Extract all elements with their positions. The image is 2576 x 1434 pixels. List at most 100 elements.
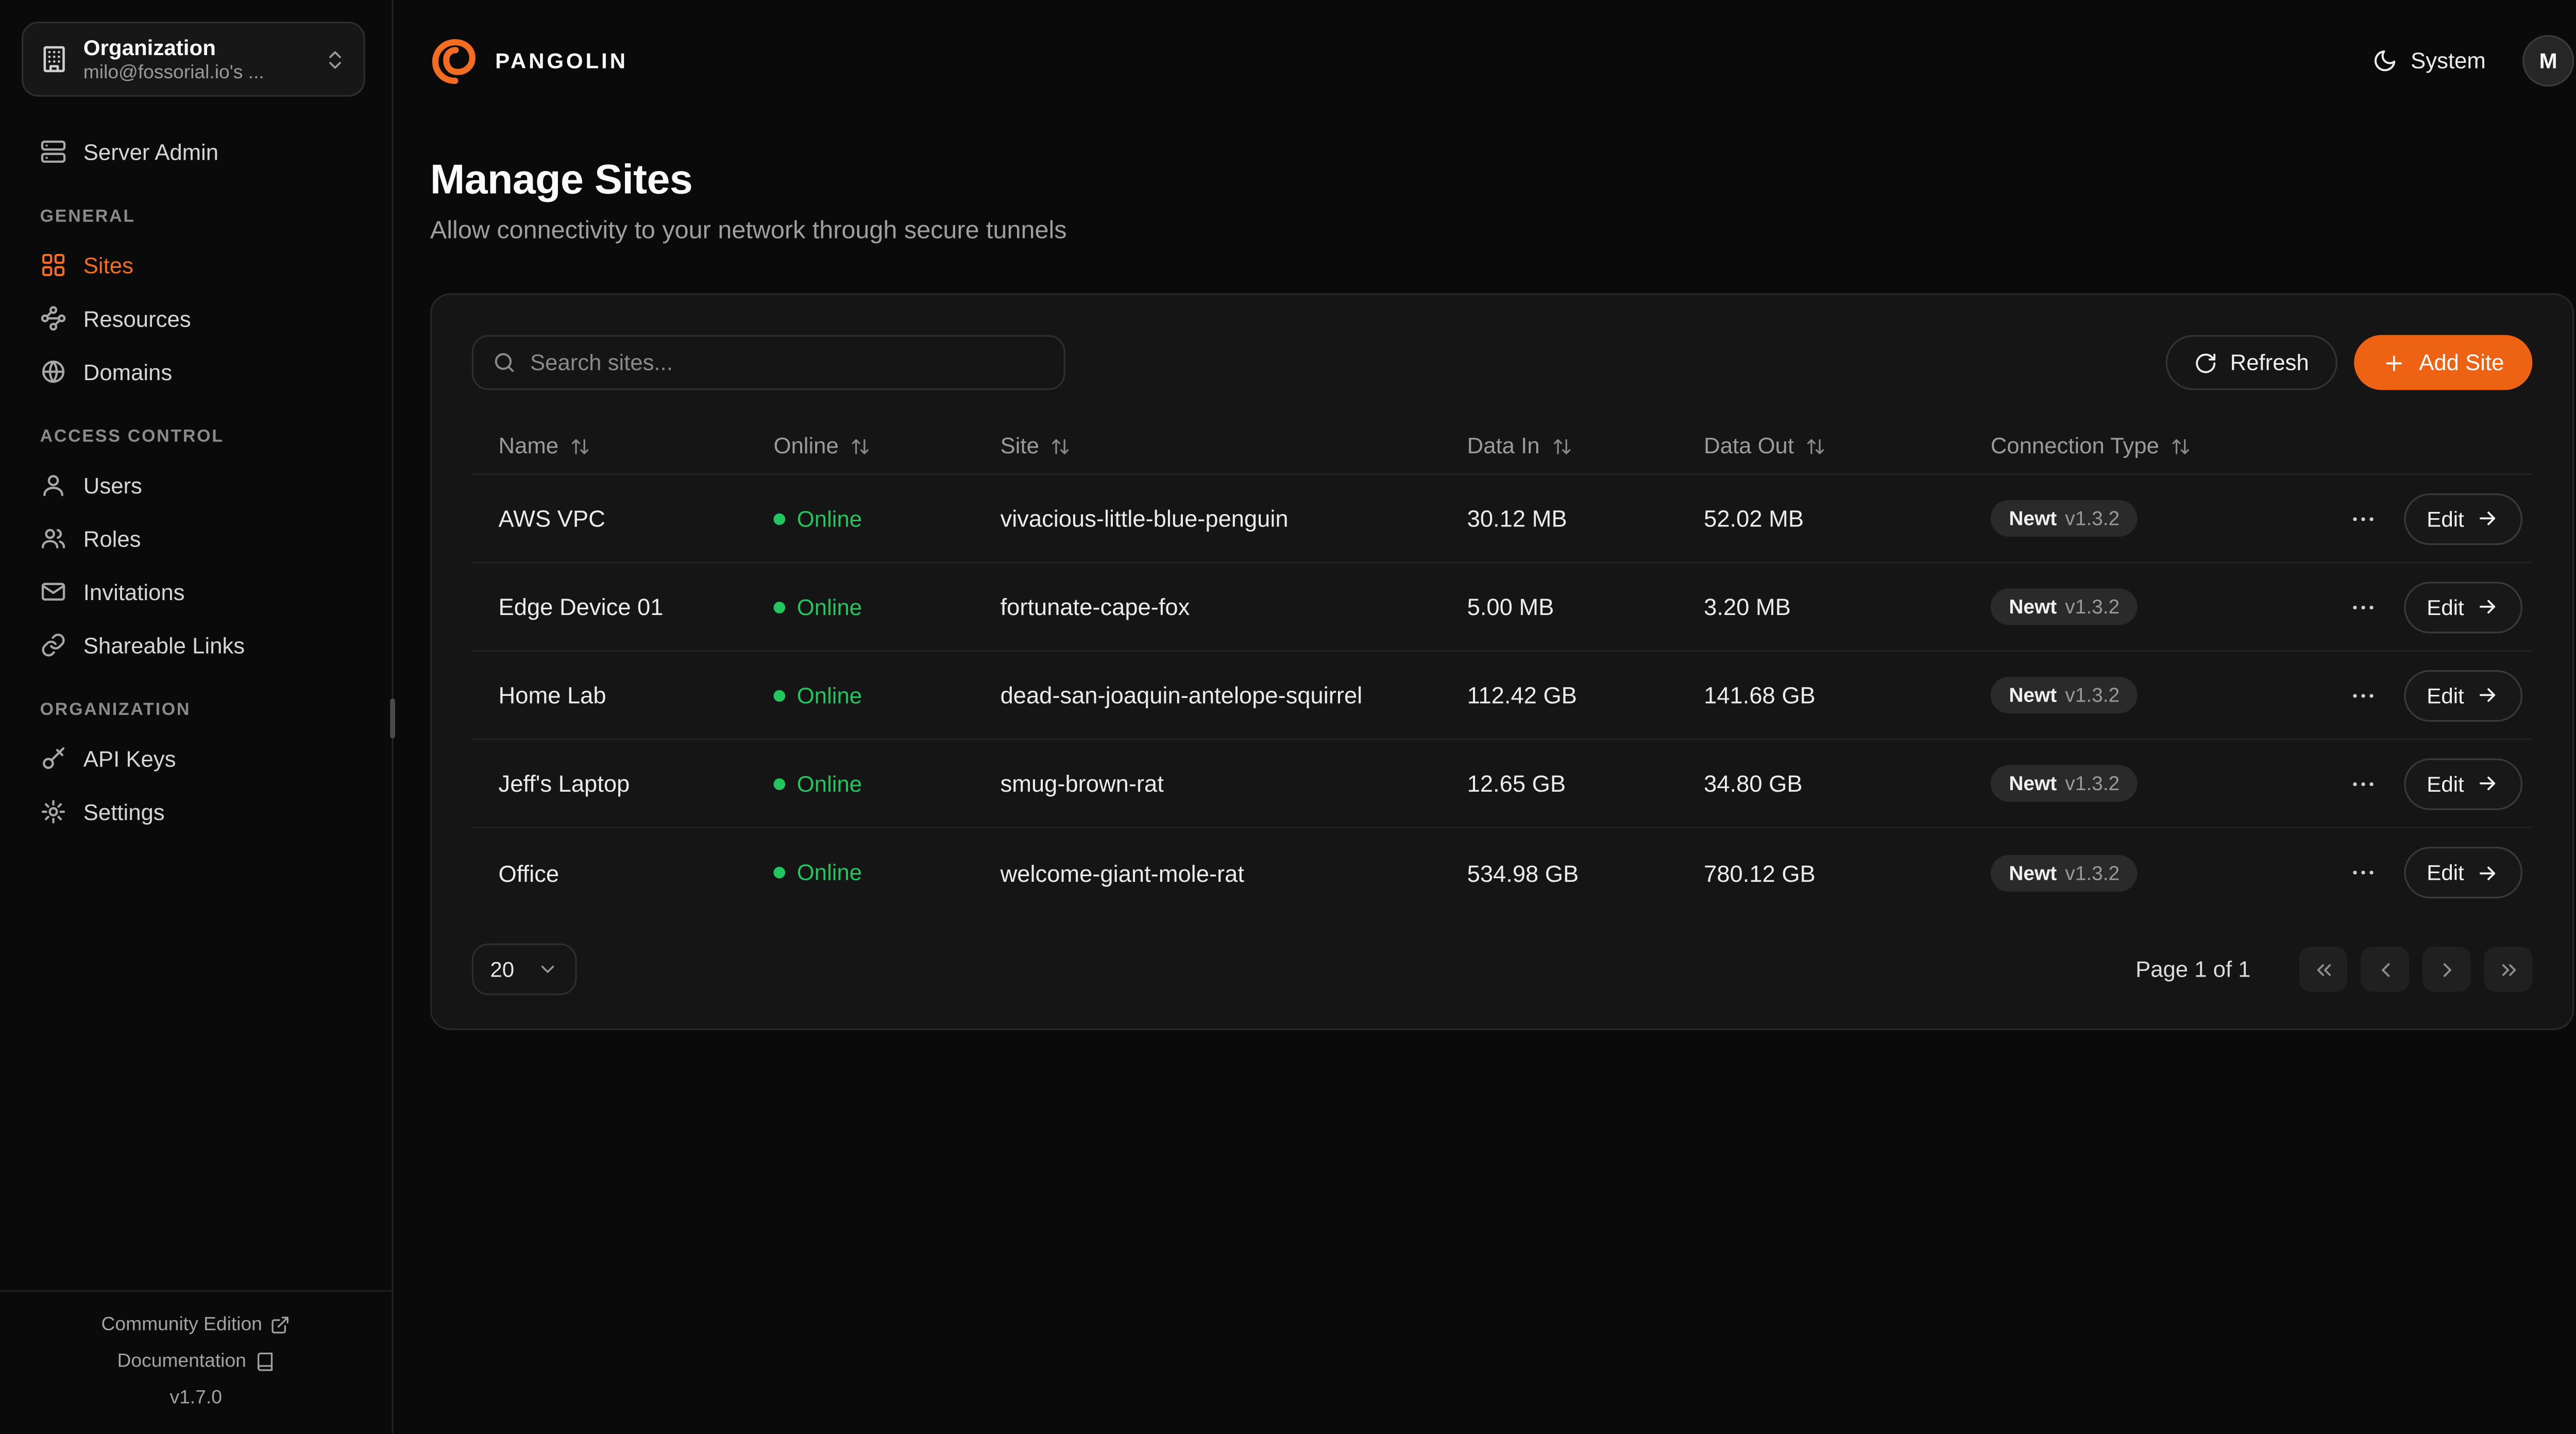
status-label: Online xyxy=(796,682,862,708)
row-menu-button[interactable] xyxy=(2348,769,2377,797)
edit-label: Edit xyxy=(2427,506,2464,531)
sidebar-item-resources[interactable]: Resources xyxy=(23,294,368,344)
site-slug: welcome-giant-mole-rat xyxy=(1000,859,1244,886)
column-header-connection-type[interactable]: Connection Type xyxy=(1964,433,2323,458)
edit-label: Edit xyxy=(2427,860,2464,885)
data-in-value: 5.00 MB xyxy=(1467,593,1554,620)
edit-label: Edit xyxy=(2427,682,2464,708)
edit-button[interactable]: Edit xyxy=(2403,492,2523,544)
status-label: Online xyxy=(796,860,862,885)
connection-version: v1.3.2 xyxy=(2065,683,2120,707)
sidebar-item-api-keys[interactable]: API Keys xyxy=(23,733,368,783)
refresh-button[interactable]: Refresh xyxy=(2165,335,2337,390)
connection-type-cell: Newt v1.3.2 xyxy=(1964,500,2323,537)
sidebar-item-shareable-links[interactable]: Shareable Links xyxy=(23,620,368,670)
documentation-link[interactable]: Documentation xyxy=(0,1344,392,1380)
add-site-button[interactable]: Add Site xyxy=(2354,335,2533,390)
org-switcher[interactable]: Organization milo@fossorial.io's ... xyxy=(22,22,365,97)
row-menu-button[interactable] xyxy=(2348,681,2377,709)
sidebar-item-invitations[interactable]: Invitations xyxy=(23,567,368,617)
column-header-name[interactable]: Name xyxy=(472,433,747,458)
connection-version: v1.3.2 xyxy=(2065,861,2120,884)
sidebar-item-users[interactable]: Users xyxy=(23,460,368,510)
connection-type-badge: Newt v1.3.2 xyxy=(1990,588,2138,625)
community-edition-link[interactable]: Community Edition xyxy=(0,1307,392,1344)
row-menu-button[interactable] xyxy=(2348,859,2377,887)
row-actions: Edit xyxy=(2323,581,2533,633)
theme-label: System xyxy=(2411,47,2486,73)
sidebar-item-settings[interactable]: Settings xyxy=(23,787,368,836)
chevron-right-icon xyxy=(2443,962,2451,976)
gear-icon xyxy=(41,800,65,824)
chevron-down-icon xyxy=(541,965,554,973)
users-icon xyxy=(41,528,65,549)
brand-home-link[interactable]: PANGOLIN xyxy=(430,35,628,85)
pangolin-logo-icon xyxy=(432,39,476,84)
avatar-initial: M xyxy=(2539,47,2557,73)
row-actions: Edit xyxy=(2323,492,2533,544)
connection-type-cell: Newt v1.3.2 xyxy=(1964,854,2323,891)
edit-button[interactable]: Edit xyxy=(2403,581,2523,633)
sidebar-item-label: Domains xyxy=(83,359,173,384)
add-site-label: Add Site xyxy=(2419,350,2504,375)
connection-name: Newt xyxy=(2009,595,2057,619)
page-status: Page 1 of 1 xyxy=(2136,957,2251,982)
column-header-data-in[interactable]: Data In xyxy=(1440,433,1677,458)
connection-type-cell: Newt v1.3.2 xyxy=(1964,676,2323,713)
column-label: Site xyxy=(1000,433,1039,458)
refresh-icon xyxy=(2195,352,2215,372)
row-menu-button[interactable] xyxy=(2348,504,2377,533)
data-in-value: 534.98 GB xyxy=(1467,859,1579,886)
column-header-online[interactable]: Online xyxy=(747,433,974,458)
sidebar-item-sites[interactable]: Sites xyxy=(23,240,368,290)
chevrons-right-icon xyxy=(2501,963,2515,976)
brand-name: PANGOLIN xyxy=(495,47,628,73)
sidebar-item-domains[interactable]: Domains xyxy=(23,347,368,397)
last-page-button[interactable] xyxy=(2484,947,2533,992)
avatar[interactable]: M xyxy=(2522,34,2574,86)
ellipsis-icon xyxy=(2352,693,2373,697)
site-name: Jeff's Laptop xyxy=(498,770,630,797)
sidebar: Organization milo@fossorial.io's ... Ser… xyxy=(0,0,395,1434)
sidebar-resize-handle[interactable] xyxy=(390,698,395,739)
edit-button[interactable]: Edit xyxy=(2403,846,2523,899)
book-icon xyxy=(257,1353,273,1372)
sidebar-item-roles[interactable]: Roles xyxy=(23,514,368,564)
search-input[interactable] xyxy=(471,335,1065,390)
arrow-right-icon xyxy=(2479,600,2496,614)
sidebar-item-server-admin[interactable]: Server Admin xyxy=(23,127,368,177)
chevron-left-icon xyxy=(2381,962,2389,976)
row-actions: Edit xyxy=(2323,669,2533,721)
ellipsis-icon xyxy=(2352,605,2373,609)
org-title: Organization xyxy=(83,34,216,59)
globe-icon xyxy=(42,361,65,383)
arrow-right-icon xyxy=(2479,511,2496,525)
waypoints-icon xyxy=(41,306,66,331)
edit-label: Edit xyxy=(2427,594,2464,620)
prev-page-button[interactable] xyxy=(2361,947,2409,992)
next-page-button[interactable] xyxy=(2422,947,2471,992)
data-out-value: 141.68 GB xyxy=(1704,681,1816,709)
column-header-data-out[interactable]: Data Out xyxy=(1677,433,1964,458)
sort-icon xyxy=(2172,438,2190,454)
edit-button[interactable]: Edit xyxy=(2403,669,2523,721)
connection-type-badge: Newt v1.3.2 xyxy=(1990,500,2138,537)
row-menu-button[interactable] xyxy=(2348,592,2377,621)
column-header-site[interactable]: Site xyxy=(974,433,1440,458)
sites-table: Name Online Site Data In xyxy=(471,418,2533,917)
sidebar-item-label: Resources xyxy=(83,305,191,331)
sidebar-item-label: Settings xyxy=(83,799,165,825)
page-size-select[interactable]: 20 xyxy=(471,943,577,995)
edit-button[interactable]: Edit xyxy=(2403,757,2523,810)
connection-type-cell: Newt v1.3.2 xyxy=(1964,588,2323,625)
arrow-right-icon xyxy=(2479,776,2496,791)
org-subtitle: milo@fossorial.io's ... xyxy=(83,62,264,83)
data-out-value: 34.80 GB xyxy=(1704,770,1803,797)
row-actions: Edit xyxy=(2323,757,2533,810)
column-label: Name xyxy=(498,433,559,458)
first-page-button[interactable] xyxy=(2299,947,2348,992)
site-slug: vivacious-little-blue-penguin xyxy=(1000,505,1289,532)
pager xyxy=(2299,947,2533,992)
theme-toggle[interactable]: System xyxy=(2372,47,2486,73)
page-subtitle: Allow connectivity to your network throu… xyxy=(430,216,1067,245)
